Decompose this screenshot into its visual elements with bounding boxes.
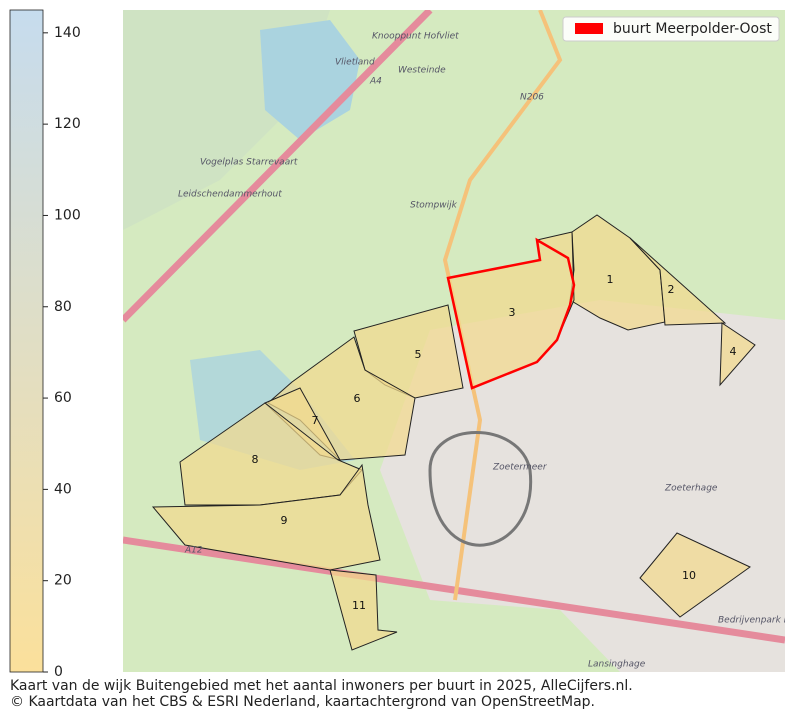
area-label: 4 — [730, 345, 737, 358]
place-label: A12 — [184, 546, 203, 556]
area-label: 5 — [415, 348, 422, 361]
area-shape — [639, 532, 751, 618]
place-labels: Knooppunt Hofvliet Vlietland Westeinde A4 N2… — [178, 32, 794, 670]
area-label: 6 — [354, 392, 361, 405]
place-label: Knooppunt Hofvliet — [372, 32, 459, 42]
area-shape — [151, 463, 381, 571]
area-label: 8 — [252, 453, 259, 466]
colorbar-tick-label: 140 — [54, 25, 81, 41]
colorbar-tick-label: 40 — [54, 481, 72, 497]
legend-box — [562, 16, 780, 42]
place-label: Leidschendammerhout — [178, 190, 282, 200]
place-label: Vogelplas Starrevaart — [200, 158, 298, 168]
road — [123, 536, 785, 644]
place-label: Zoetermeer — [492, 463, 548, 473]
area-label: 11 — [352, 599, 366, 612]
colorbar-tick-label: 20 — [54, 573, 72, 589]
area-shape — [329, 569, 398, 651]
legend: buurt Meerpolder-Oost — [562, 16, 780, 42]
rail — [428, 431, 533, 547]
colorbar-tick-label: 0 — [54, 664, 63, 680]
colorbar-tick-label: 80 — [54, 299, 72, 315]
caption: © Kaartdata van het CBS & ESRI Nederland… — [10, 694, 595, 710]
road — [442, 10, 563, 601]
place-label: Lansinghage — [588, 660, 646, 670]
area-label: 3 — [509, 306, 516, 319]
map: Knooppunt Hofvliet Vlietland Westeinde A4 N2… — [123, 10, 794, 672]
highlight-outline — [446, 237, 576, 390]
colorbar-tick-label: 100 — [54, 207, 81, 223]
area-label: 7 — [312, 414, 319, 427]
area-shape — [629, 237, 727, 326]
place-label: Zoeterhage — [664, 484, 718, 494]
place-label: Westeinde — [398, 66, 446, 76]
place-label: A4 — [369, 77, 382, 87]
legend-swatch — [575, 23, 603, 34]
place-label: Stompwijk — [410, 201, 458, 211]
caption: Kaart van de wijk Buitengebied met het a… — [10, 678, 633, 694]
colorbar-tick-label: 120 — [54, 116, 81, 132]
place-label: Bedrijvenpark Prisma — [718, 616, 794, 626]
road — [123, 10, 433, 323]
area-label: 10 — [682, 569, 696, 582]
area-label: 2 — [668, 283, 675, 296]
area-label: 1 — [607, 273, 614, 286]
colorbar-gradient — [9, 9, 44, 673]
colorbar: 0 20 40 60 80 100 120 140 — [9, 9, 81, 680]
colorbar-tick-label: 60 — [54, 390, 72, 406]
place-label: Vlietland — [335, 58, 375, 68]
place-label: N206 — [520, 93, 544, 103]
area-label: 9 — [281, 514, 288, 527]
area-shape — [719, 322, 756, 387]
legend-label: buurt Meerpolder-Oost — [613, 21, 772, 37]
